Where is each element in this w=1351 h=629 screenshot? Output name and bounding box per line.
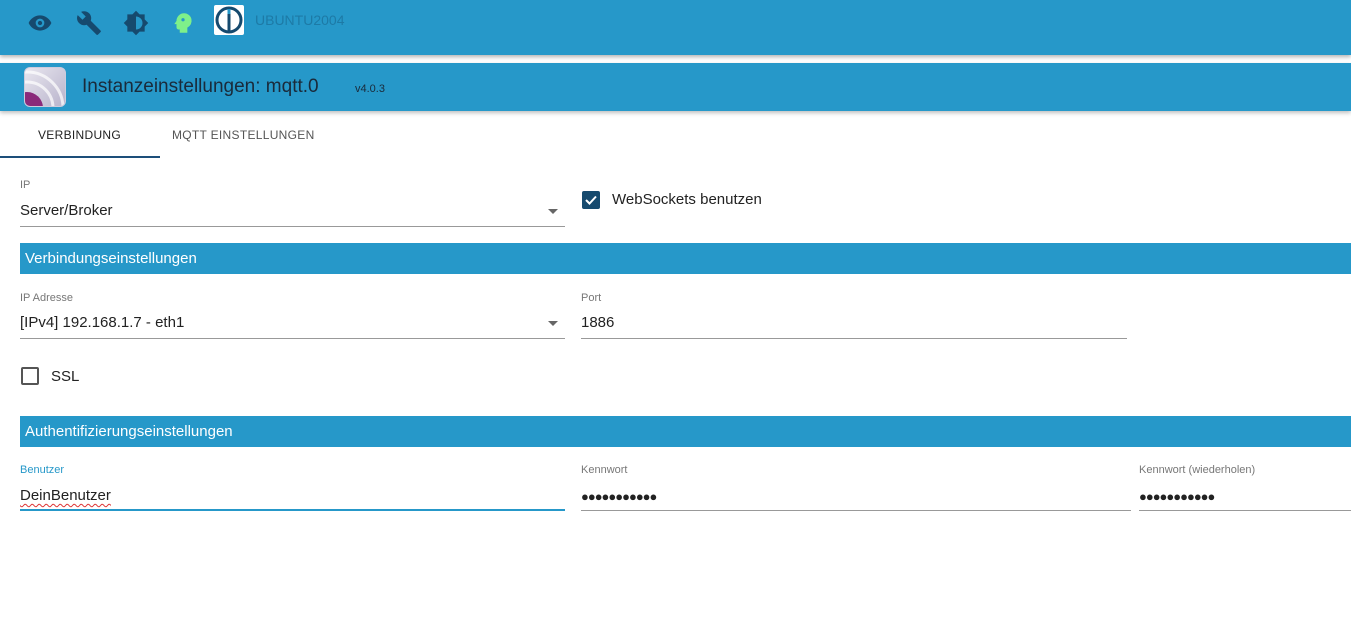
wrench-icon[interactable] — [76, 10, 102, 36]
tab-verbindung[interactable]: VERBINDUNG — [38, 128, 122, 142]
ip-select[interactable]: Server/Broker — [20, 202, 113, 219]
mqtt-adapter-icon — [24, 67, 66, 107]
password-repeat-input[interactable]: ●●●●●●●●●●● — [1139, 489, 1215, 504]
user-input-underline — [20, 509, 565, 511]
port-input[interactable]: 1886 — [581, 314, 615, 331]
chevron-down-icon[interactable] — [548, 321, 558, 326]
user-input[interactable]: DeinBenutzer — [20, 487, 111, 504]
instance-header: Instanzeinstellungen: mqtt.0 v4.0.3 — [0, 63, 1351, 111]
password-underline — [581, 510, 1131, 511]
ssl-label: SSL — [51, 368, 80, 385]
password-repeat-label: Kennwort (wiederholen) — [1139, 464, 1256, 476]
port-label: Port — [581, 292, 602, 304]
websockets-checkbox[interactable] — [582, 191, 600, 209]
section-verbindungseinstellungen: Verbindungseinstellungen — [20, 243, 1351, 274]
user-label: Benutzer — [20, 464, 65, 476]
page-title: Instanzeinstellungen: mqtt.0 — [82, 76, 319, 97]
password-label: Kennwort — [581, 464, 628, 476]
ip-select-underline — [20, 226, 565, 227]
websockets-label: WebSockets benutzen — [612, 191, 762, 208]
head-icon[interactable] — [170, 10, 196, 36]
ip-address-underline — [20, 338, 565, 339]
top-toolbar: UBUNTU2004 — [0, 0, 1351, 55]
password-repeat-underline — [1139, 510, 1351, 511]
eye-icon[interactable] — [27, 10, 53, 36]
ip-label: IP — [20, 179, 31, 191]
host-name: UBUNTU2004 — [255, 12, 345, 28]
active-tab-indicator — [0, 156, 160, 158]
password-input[interactable]: ●●●●●●●●●●● — [581, 489, 657, 504]
ssl-checkbox[interactable] — [21, 367, 39, 385]
ip-address-select[interactable]: [IPv4] 192.168.1.7 - eth1 — [20, 314, 185, 331]
tab-mqtt-einstellungen[interactable]: MQTT EINSTELLUNGEN — [172, 128, 315, 142]
brightness-icon[interactable] — [123, 10, 149, 36]
port-underline — [581, 338, 1127, 339]
ip-address-label: IP Adresse — [20, 292, 73, 304]
iobroker-logo[interactable] — [214, 5, 244, 35]
chevron-down-icon[interactable] — [548, 209, 558, 214]
version-label: v4.0.3 — [355, 83, 385, 95]
check-icon — [585, 195, 597, 205]
section-authentifizierungseinstellungen: Authentifizierungseinstellungen — [20, 416, 1351, 447]
